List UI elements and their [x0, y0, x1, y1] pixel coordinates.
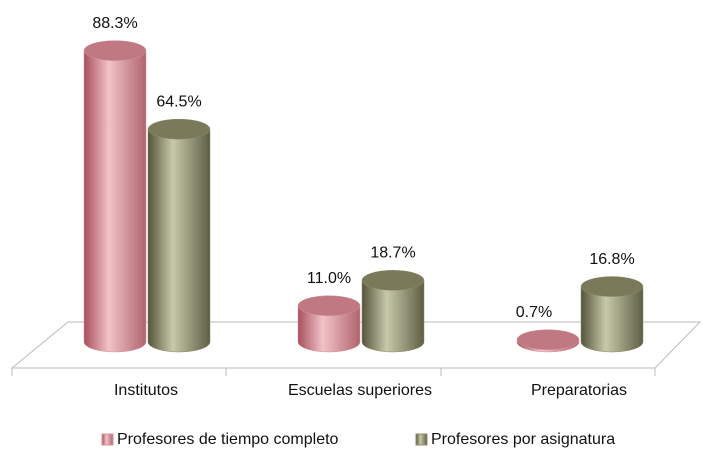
data-label: 16.8%	[589, 251, 634, 268]
legend-label: Profesores por asignatura	[431, 431, 615, 448]
x-tick-label: Escuelas superiores	[288, 382, 432, 399]
data-label: 0.7%	[516, 304, 552, 321]
data-label: 64.5%	[156, 93, 201, 110]
data-label: 18.7%	[370, 245, 415, 262]
cylinder-top	[297, 295, 361, 316]
cylinder-body	[297, 305, 361, 353]
x-tick-label: Preparatorias	[531, 382, 627, 399]
cylinder-top	[580, 276, 644, 297]
cylinder-body	[580, 286, 644, 353]
data-label: 11.0%	[307, 270, 351, 287]
legend-label: Profesores de tiempo completo	[117, 431, 339, 448]
cylinder-body	[147, 128, 211, 353]
x-tick-label: Institutos	[114, 382, 178, 399]
cylinder-top	[361, 270, 425, 291]
cylinder-top	[516, 329, 580, 350]
data-label: 88.3%	[92, 15, 137, 32]
cylinder-body	[361, 280, 425, 353]
legend-swatch	[101, 433, 114, 446]
cylinder-top	[147, 118, 211, 140]
legend-swatch	[415, 433, 428, 446]
cylinder-body	[83, 50, 147, 353]
cylinder-top	[83, 40, 147, 61]
